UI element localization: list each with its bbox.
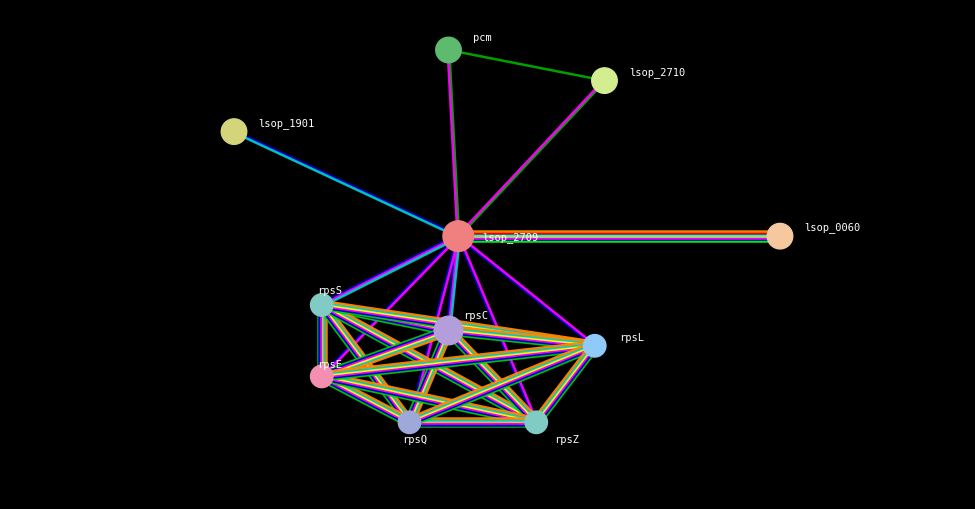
Text: lsop_0060: lsop_0060: [804, 222, 861, 233]
Ellipse shape: [583, 335, 606, 357]
Text: lsop_2709: lsop_2709: [483, 231, 539, 242]
Ellipse shape: [592, 69, 617, 94]
Text: rpsC: rpsC: [463, 310, 488, 321]
Text: rpsL: rpsL: [619, 332, 644, 342]
Text: rpsZ: rpsZ: [554, 434, 579, 444]
Ellipse shape: [310, 365, 333, 388]
Text: rpsQ: rpsQ: [402, 434, 427, 444]
Ellipse shape: [398, 411, 421, 434]
Ellipse shape: [525, 411, 548, 434]
Text: lsop_1901: lsop_1901: [258, 118, 315, 129]
Ellipse shape: [434, 317, 463, 345]
Text: lsop_2710: lsop_2710: [629, 67, 685, 78]
Text: pcm: pcm: [473, 33, 491, 43]
Text: rpsS: rpsS: [317, 285, 342, 295]
Ellipse shape: [436, 38, 461, 64]
Ellipse shape: [310, 294, 333, 317]
Text: rpsE: rpsE: [317, 359, 342, 369]
Ellipse shape: [443, 221, 474, 252]
Ellipse shape: [767, 224, 793, 249]
Ellipse shape: [221, 120, 247, 145]
